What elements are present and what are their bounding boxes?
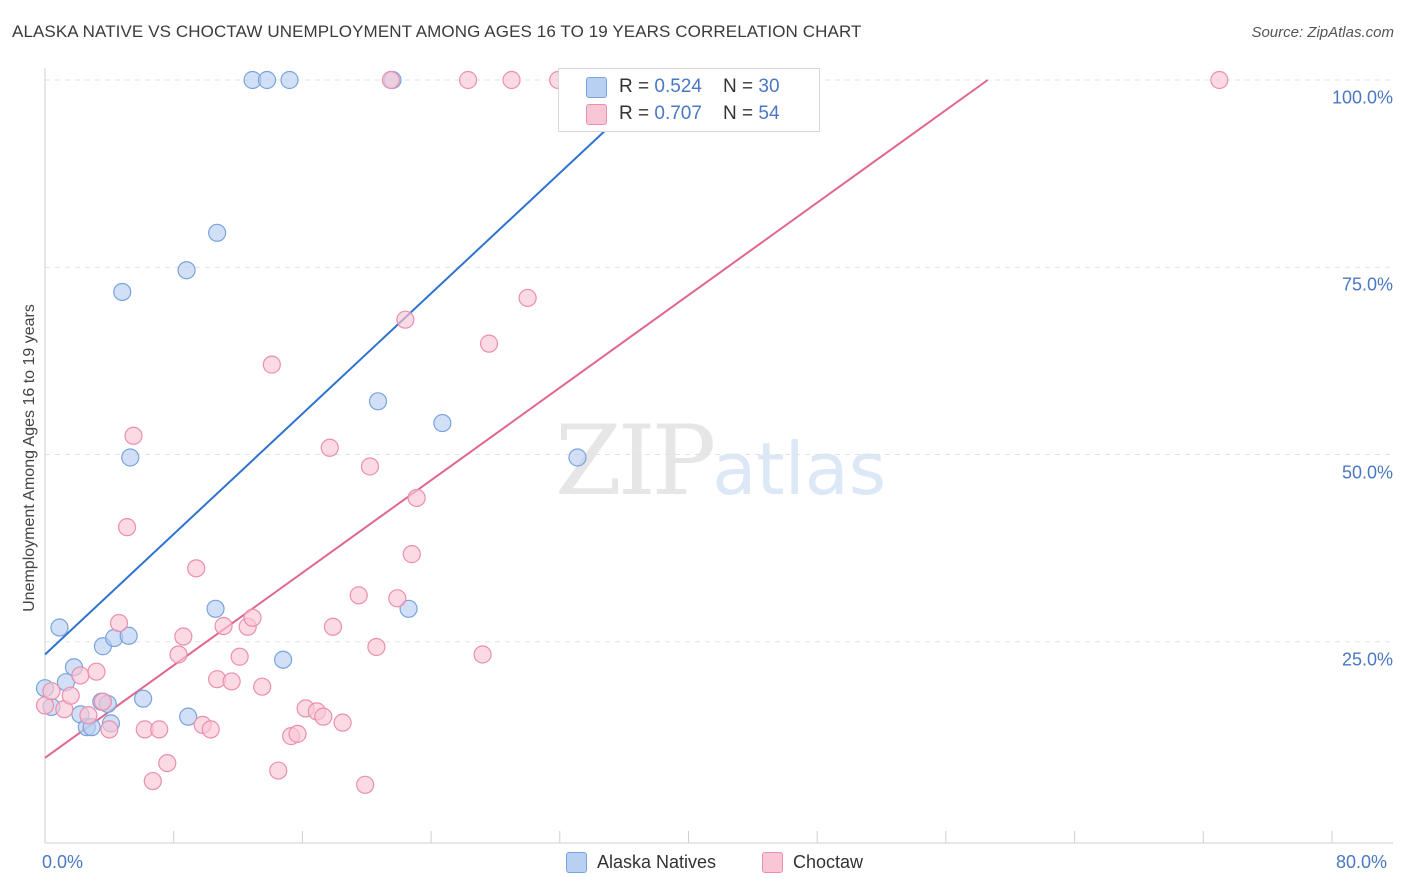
point-choctaw bbox=[262, 355, 281, 374]
point-choctaw bbox=[473, 645, 492, 664]
point-choctaw bbox=[201, 720, 220, 739]
point-alaska bbox=[121, 448, 140, 467]
point-alaska bbox=[113, 282, 132, 302]
point-choctaw bbox=[396, 310, 415, 329]
point-choctaw bbox=[288, 724, 307, 743]
legend-text: R = 0.524 N = 30 bbox=[619, 76, 780, 97]
point-choctaw bbox=[71, 666, 90, 685]
point-choctaw bbox=[117, 518, 137, 537]
y-tick-label: 25.0% bbox=[1341, 649, 1393, 670]
point-choctaw bbox=[79, 706, 98, 725]
point-alaska bbox=[134, 689, 153, 708]
point-choctaw bbox=[367, 637, 386, 657]
point-alaska bbox=[119, 626, 138, 645]
point-alaska bbox=[257, 70, 277, 90]
correlation-legend: R = 0.524 N = 30 R = 0.707 N = 54 bbox=[558, 68, 820, 132]
point-alaska bbox=[368, 392, 388, 411]
point-choctaw bbox=[93, 692, 113, 711]
point-alaska bbox=[273, 650, 293, 669]
point-alaska bbox=[177, 261, 196, 280]
point-choctaw bbox=[230, 647, 249, 666]
point-choctaw bbox=[479, 334, 499, 353]
point-choctaw bbox=[169, 645, 188, 664]
point-choctaw bbox=[349, 586, 368, 605]
point-choctaw bbox=[459, 70, 478, 90]
point-alaska bbox=[50, 618, 69, 637]
point-choctaw bbox=[323, 617, 343, 636]
bottom-legend-alaska: Alaska Natives bbox=[566, 852, 716, 873]
y-tick-label: 75.0% bbox=[1341, 274, 1393, 295]
point-alaska bbox=[208, 223, 227, 242]
point-choctaw bbox=[356, 775, 375, 794]
axes bbox=[44, 68, 1393, 844]
trend-line-alaska bbox=[44, 79, 660, 656]
r-value: 0.524 bbox=[654, 76, 702, 97]
point-choctaw bbox=[150, 720, 169, 739]
point-choctaw bbox=[143, 771, 162, 791]
y-tick-label: 50.0% bbox=[1341, 462, 1393, 482]
point-alaska bbox=[280, 70, 299, 90]
legend-swatch-blue bbox=[586, 76, 607, 98]
point-choctaw bbox=[243, 608, 262, 627]
x-tick-min: 0.0% bbox=[42, 852, 84, 872]
point-choctaw bbox=[124, 426, 143, 445]
point-alaska bbox=[206, 599, 225, 618]
n-value: 30 bbox=[758, 76, 780, 97]
legend-swatch-blue bbox=[566, 852, 587, 873]
point-choctaw bbox=[222, 672, 241, 691]
legend-row-choctaw: R = 0.707 N = 54 bbox=[586, 102, 780, 126]
gridlines bbox=[45, 79, 1393, 643]
legend-text: R = 0.707 N = 54 bbox=[619, 103, 780, 124]
watermark-atlas: atlas bbox=[712, 427, 887, 511]
legend-swatch-pink bbox=[762, 852, 783, 873]
point-choctaw bbox=[1210, 70, 1229, 90]
point-choctaw bbox=[87, 662, 106, 681]
legend-swatch-pink bbox=[586, 103, 607, 125]
y-tick-label: 100.0% bbox=[1331, 87, 1393, 108]
point-choctaw bbox=[388, 589, 407, 608]
point-alaska bbox=[179, 707, 198, 726]
point-choctaw bbox=[42, 682, 61, 701]
point-choctaw bbox=[402, 545, 421, 564]
point-choctaw bbox=[61, 686, 80, 705]
point-choctaw bbox=[360, 457, 380, 476]
trend-lines bbox=[44, 79, 989, 759]
point-choctaw bbox=[253, 677, 272, 696]
point-choctaw bbox=[320, 438, 339, 457]
legend-label: Choctaw bbox=[793, 852, 864, 872]
point-choctaw bbox=[407, 488, 426, 508]
point-alaska bbox=[433, 413, 452, 433]
point-choctaw bbox=[333, 713, 352, 732]
point-alaska bbox=[399, 599, 418, 618]
point-choctaw bbox=[109, 613, 129, 633]
bottom-legend-choctaw: Choctaw bbox=[762, 852, 863, 873]
data-points bbox=[35, 70, 1229, 794]
point-choctaw bbox=[174, 627, 193, 646]
chart-title: ALASKA NATIVE VS CHOCTAW UNEMPLOYMENT AM… bbox=[12, 22, 862, 41]
point-choctaw bbox=[100, 720, 119, 739]
point-choctaw bbox=[187, 559, 206, 578]
legend-label: Alaska Natives bbox=[597, 852, 717, 872]
source-label: Source: ZipAtlas.com bbox=[1251, 24, 1394, 41]
point-choctaw bbox=[269, 761, 288, 780]
trend-line-choctaw bbox=[44, 79, 989, 759]
x-tick-max: 80.0% bbox=[1336, 852, 1388, 872]
legend-row-alaska: R = 0.524 N = 30 bbox=[586, 75, 780, 99]
point-choctaw bbox=[158, 753, 177, 773]
point-alaska bbox=[568, 448, 587, 467]
r-value: 0.707 bbox=[654, 103, 702, 124]
point-choctaw bbox=[314, 707, 333, 726]
point-choctaw bbox=[518, 288, 537, 308]
point-choctaw bbox=[502, 70, 521, 90]
n-value: 54 bbox=[758, 103, 780, 124]
point-choctaw bbox=[381, 70, 400, 90]
point-choctaw bbox=[214, 616, 233, 636]
